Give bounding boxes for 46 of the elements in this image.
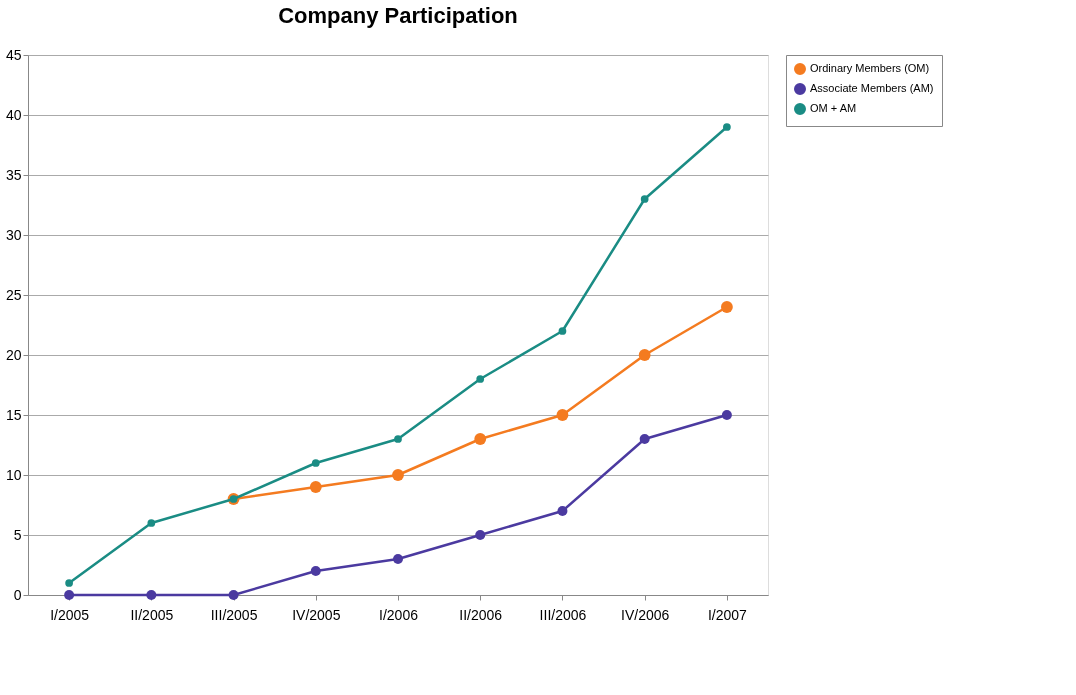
legend-label: Associate Members (AM) (810, 82, 934, 94)
point (64, 590, 75, 600)
point (147, 519, 156, 527)
point (558, 327, 567, 335)
x-tick-label: I/2007 (707, 606, 748, 623)
point (146, 590, 157, 600)
point (557, 506, 568, 516)
point (476, 375, 485, 383)
y-tick-label: 10 (5, 466, 22, 483)
x-tick-label: I/2006 (379, 606, 419, 623)
y-tick-label: 20 (5, 346, 22, 363)
point (723, 123, 731, 131)
y-tick-label: 25 (5, 286, 22, 303)
x-tick-label: II/2006 (459, 606, 503, 623)
y-tick-label: 35 (5, 166, 22, 183)
point (228, 590, 239, 600)
point (392, 469, 404, 481)
y-tick-label: 5 (13, 526, 22, 543)
point (721, 410, 732, 420)
y-tick-label: 0 (13, 586, 22, 603)
point (393, 554, 403, 564)
point (309, 481, 322, 493)
y-tick-label: 30 (5, 226, 22, 243)
point (556, 409, 569, 421)
point (310, 566, 321, 576)
point (639, 434, 650, 444)
point (640, 195, 649, 203)
x-tick-label: III/2005 (210, 606, 258, 623)
x-tick-label: III/2006 (539, 606, 587, 623)
point (65, 579, 73, 587)
legend-label: Ordinary Members (OM) (810, 62, 930, 74)
x-tick-label: II/2005 (130, 606, 174, 623)
x-tick-label: IV/2005 (292, 606, 341, 623)
y-tick-label: 15 (5, 406, 22, 423)
legend-label: OM + AM (810, 102, 857, 114)
x-tick-label: I/2005 (50, 606, 90, 623)
x-tick-label: IV/2006 (621, 606, 670, 623)
point (638, 349, 651, 361)
y-tick-label: 40 (5, 106, 22, 123)
chart-title: Company Participation (278, 3, 518, 28)
point (311, 459, 320, 467)
point (394, 435, 402, 443)
y-tick-label: 45 (5, 46, 22, 63)
point (474, 433, 487, 445)
point (720, 301, 733, 313)
point (475, 530, 486, 540)
